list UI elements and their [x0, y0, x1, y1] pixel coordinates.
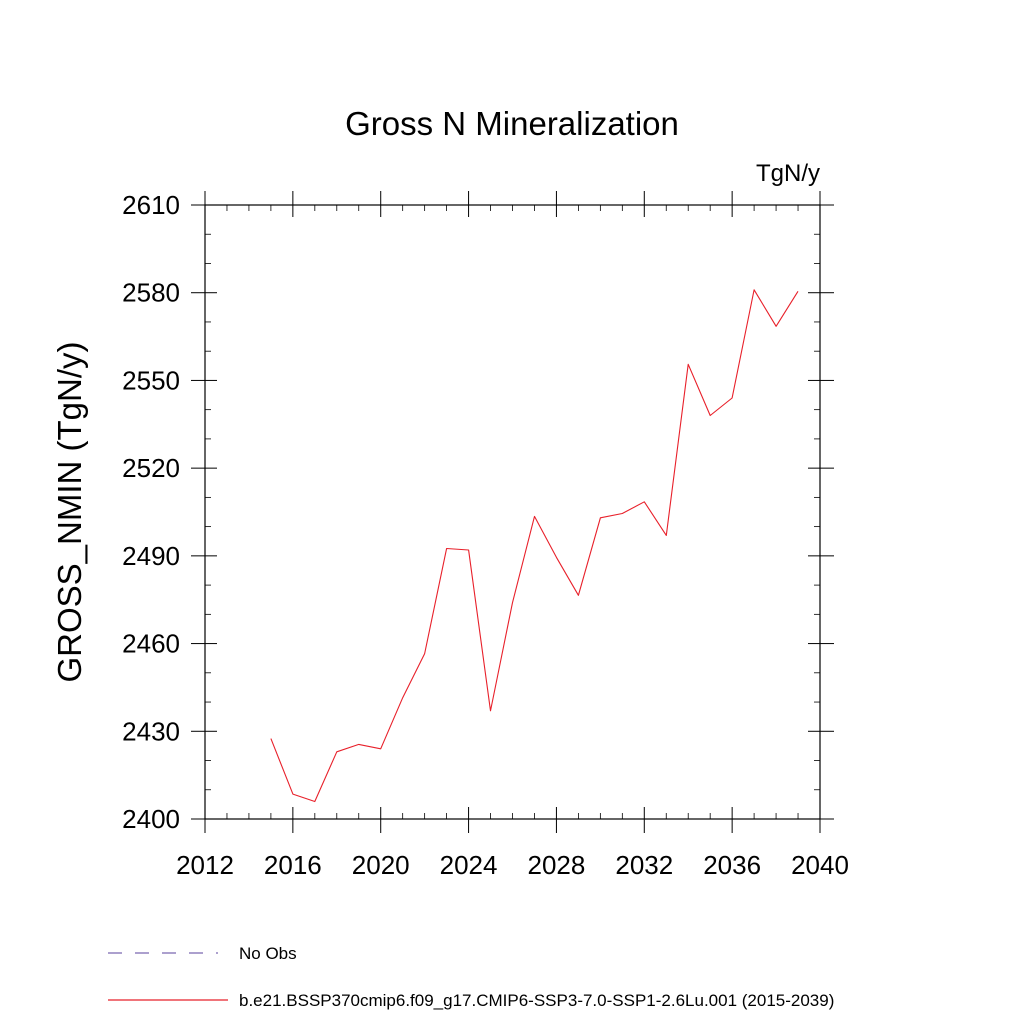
- y-tick-label: 2490: [122, 541, 180, 571]
- series-layer: [270, 289, 799, 803]
- y-tick-label: 2520: [122, 453, 180, 483]
- y-tick-label: 2400: [122, 804, 180, 834]
- y-tick-label: 2460: [122, 629, 180, 659]
- chart-title: Gross N Mineralization: [345, 105, 679, 142]
- units-label: TgN/y: [756, 160, 820, 187]
- legend-label-model: b.e21.BSSP370cmip6.f09_g17.CMIP6-SSP3-7.…: [239, 991, 834, 1010]
- x-tick-label: 2032: [615, 850, 673, 880]
- tick-labels: 2012 2016 2020 2024 2028 2032 2036 2040 2400 2430…: [122, 190, 849, 880]
- x-tick-label: 2040: [791, 850, 849, 880]
- y-axis-label: GROSS_NMIN (TgN/y): [51, 341, 88, 682]
- y-tick-label: 2550: [122, 365, 180, 395]
- y-tick-label: 2430: [122, 716, 180, 746]
- series-line-0: [270, 289, 799, 803]
- legend-label-no-obs: No Obs: [239, 944, 297, 963]
- legend: No Obs b.e21.BSSP370cmip6.f09_g17.CMIP6-…: [108, 944, 834, 1010]
- x-tick-label: 2036: [703, 850, 761, 880]
- y-tick-label: 2580: [122, 278, 180, 308]
- axis-ticks: [191, 191, 834, 833]
- plot-frame: [204, 204, 821, 820]
- y-tick-label: 2610: [122, 190, 180, 220]
- x-tick-label: 2028: [528, 850, 586, 880]
- x-tick-label: 2020: [352, 850, 410, 880]
- x-tick-label: 2024: [440, 850, 498, 880]
- x-tick-label: 2012: [176, 850, 234, 880]
- x-tick-label: 2016: [264, 850, 322, 880]
